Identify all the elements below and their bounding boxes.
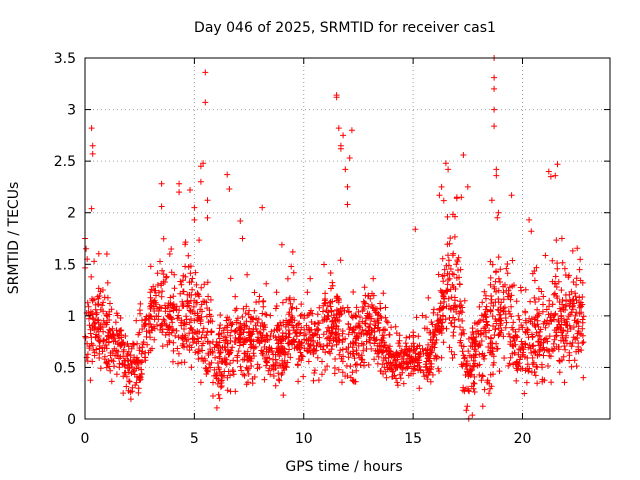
x-tick-labels: 0 5 10 15 20 <box>81 431 532 447</box>
x-tick-label: 0 <box>81 431 90 447</box>
y-tick-label: 0.5 <box>54 360 76 376</box>
x-axis-label: GPS time / hours <box>285 459 402 475</box>
x-tick-label: 15 <box>404 431 422 447</box>
x-tick-label: 5 <box>190 431 199 447</box>
plus-markers <box>82 55 587 422</box>
y-tick-label: 1.5 <box>54 257 76 273</box>
y-tick-label: 3 <box>67 103 76 119</box>
y-tick-label: 0 <box>67 412 76 428</box>
axis-ticks <box>84 57 610 420</box>
y-axis-label: SRMTID / TECUs <box>6 182 22 295</box>
data-points <box>82 55 587 422</box>
y-tick-label: 3.5 <box>54 51 76 67</box>
y-tick-labels: 0 0.5 1 1.5 2 2.5 3 3.5 <box>54 51 76 428</box>
plot-frame <box>84 57 611 420</box>
x-tick-label: 10 <box>295 431 313 447</box>
x-tick-label: 20 <box>514 431 532 447</box>
chart-title: Day 046 of 2025, SRMTID for receiver cas… <box>194 20 496 36</box>
y-tick-label: 2 <box>67 206 76 222</box>
grid-lines <box>85 58 610 419</box>
y-tick-label: 1 <box>67 309 76 325</box>
y-tick-label: 2.5 <box>54 154 76 170</box>
